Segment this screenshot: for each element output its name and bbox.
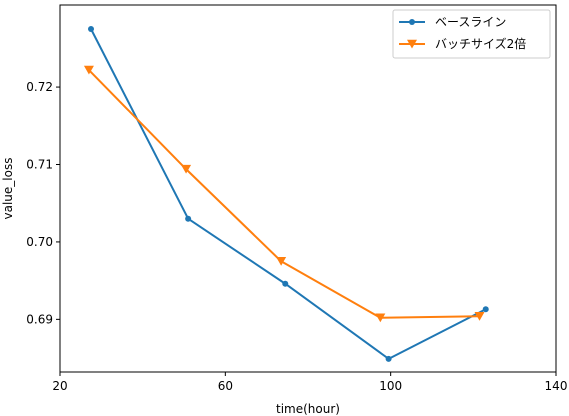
legend-marker	[409, 19, 415, 25]
data-point	[474, 312, 485, 321]
data-point	[482, 306, 489, 313]
legend-item: バッチサイズ2倍	[399, 36, 526, 51]
y-axis-label: value_loss	[1, 158, 15, 220]
legend-item: ベースライン	[399, 15, 506, 29]
ticks-layer: 20 60 100 140 0.69 0.70 0.71 0.72	[26, 80, 567, 393]
data-point	[385, 355, 392, 362]
legend-marker	[407, 39, 417, 49]
x-tick-label: 100	[379, 379, 402, 393]
y-tick-label: 0.70	[26, 235, 53, 249]
series-layer	[83, 26, 489, 362]
x-tick-label: 60	[218, 379, 233, 393]
data-point	[375, 313, 386, 323]
series-0	[88, 26, 489, 362]
x-axis-label: time(hour)	[276, 402, 340, 416]
data-point	[83, 65, 94, 75]
data-point	[185, 215, 192, 222]
data-point	[181, 164, 192, 174]
y-tick-label: 0.72	[26, 80, 53, 94]
legend-label: バッチサイズ2倍	[435, 36, 526, 51]
x-tick-label: 20	[52, 379, 67, 393]
data-point	[88, 26, 94, 33]
series-1	[83, 65, 485, 323]
data-point	[282, 280, 289, 287]
data-point	[276, 257, 287, 266]
legend-box	[392, 9, 551, 59]
x-tick-label: 140	[545, 379, 568, 393]
y-tick-label: 0.71	[26, 157, 53, 171]
legend-label: ベースライン	[435, 15, 506, 29]
plot-frame	[59, 4, 557, 373]
y-tick-label: 0.69	[26, 312, 53, 326]
